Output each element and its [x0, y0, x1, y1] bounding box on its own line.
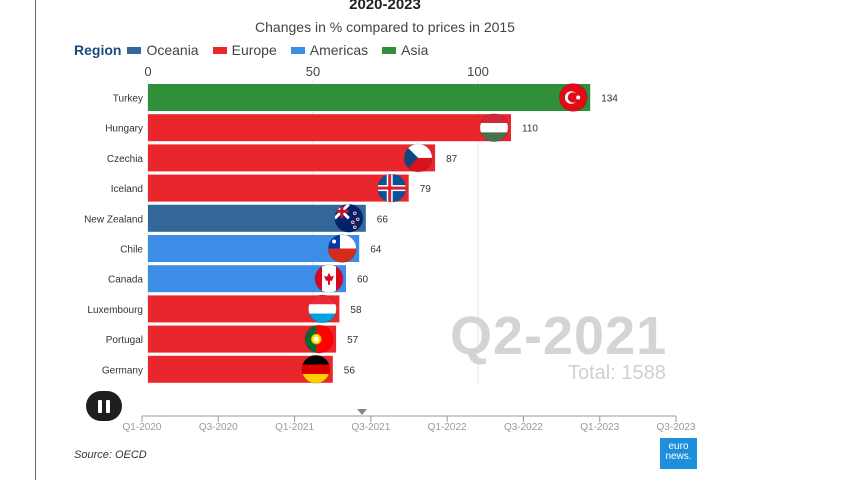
bar — [148, 325, 337, 353]
value-label: 56 — [344, 365, 356, 376]
value-label: 64 — [370, 245, 382, 256]
legend-label: Region — [74, 42, 122, 58]
legend: Region Oceania Europe Americas Asia — [74, 42, 442, 58]
bar — [148, 265, 346, 293]
czechia-flag — [403, 143, 433, 173]
bar — [148, 235, 360, 262]
category-label: Canada — [108, 275, 143, 286]
pause-icon-bar — [106, 399, 110, 413]
category-label: New Zealand — [84, 214, 143, 225]
x-tick-label: 0 — [144, 64, 151, 79]
turkey-flag — [558, 83, 588, 112]
iceland-flag — [377, 173, 407, 203]
legend-text-europe: Europe — [231, 42, 277, 58]
category-label: Turkey — [113, 94, 143, 105]
bar — [148, 114, 511, 142]
legend-item-americas[interactable]: Americas — [290, 42, 369, 58]
pause-button[interactable] — [86, 391, 122, 421]
legend-text-asia: Asia — [401, 42, 429, 58]
x-tick-label: 50 — [306, 64, 320, 79]
timeline-tick-label: Q3-2021 — [351, 422, 390, 433]
timeline-tick-label: Q3-2022 — [504, 422, 543, 433]
legend-item-europe[interactable]: Europe — [212, 42, 277, 58]
timeline-tick-label: Q3-2020 — [199, 422, 238, 433]
category-label: Iceland — [111, 184, 143, 195]
pause-icon — [98, 399, 102, 413]
value-label: 58 — [350, 305, 362, 316]
canada-flag — [314, 264, 344, 294]
value-label: 110 — [522, 124, 538, 135]
legend-text-oceania: Oceania — [146, 42, 199, 58]
legend-swatch-americas — [290, 46, 305, 54]
category-label: Portugal — [106, 335, 143, 346]
timeline-tick-label: Q1-2022 — [428, 422, 467, 433]
value-label: 60 — [357, 275, 369, 286]
timeline-tick-label: Q1-2021 — [275, 422, 314, 433]
legend-item-asia[interactable]: Asia — [382, 42, 428, 58]
value-label: 134 — [601, 94, 618, 105]
period-watermark: Q2-2021 — [450, 306, 668, 366]
logo-line-2: news. — [665, 451, 692, 462]
germany-flag — [301, 354, 331, 384]
value-label: 57 — [347, 335, 359, 346]
timeline-tick-label: Q3-2023 — [657, 422, 696, 433]
legend-swatch-oceania — [127, 46, 142, 54]
chart-subtitle: Changes in % compared to prices in 2015 — [255, 19, 515, 35]
category-label: Luxembourg — [87, 305, 143, 316]
value-label: 87 — [446, 154, 458, 165]
category-label: Hungary — [105, 124, 143, 135]
bar — [148, 204, 366, 232]
legend-swatch-europe — [212, 46, 227, 54]
value-label: 66 — [377, 214, 389, 225]
frame-left-border — [35, 0, 36, 480]
logo-line-1: euro — [668, 441, 689, 452]
bar — [148, 295, 340, 323]
portugal-flag — [304, 324, 334, 354]
total-label: Total: 1588 — [568, 362, 666, 384]
source-note: Source: OECD — [74, 449, 147, 461]
category-label: Chile — [120, 245, 143, 256]
legend-swatch-asia — [382, 46, 397, 54]
x-tick-label: 100 — [467, 64, 489, 79]
bar — [148, 174, 409, 202]
legend-text-americas: Americas — [309, 42, 369, 58]
new-zealand-flag — [334, 203, 364, 233]
timeline-marker[interactable] — [357, 409, 368, 415]
bar — [148, 84, 591, 111]
timeline-tick-label: Q1-2023 — [580, 422, 619, 433]
category-label: Czechia — [107, 154, 144, 165]
euronews-logo[interactable]: euro news. — [660, 438, 697, 469]
chart-title: 2020-2023 — [349, 0, 421, 13]
chile-flag — [327, 234, 357, 263]
hungary-flag — [479, 113, 509, 143]
timeline-tick-label: Q1-2020 — [123, 422, 162, 433]
luxembourg-flag — [307, 294, 337, 324]
bar — [148, 144, 436, 172]
value-label: 79 — [420, 184, 432, 195]
category-label: Germany — [102, 365, 143, 376]
legend-item-oceania[interactable]: Oceania — [127, 42, 199, 58]
